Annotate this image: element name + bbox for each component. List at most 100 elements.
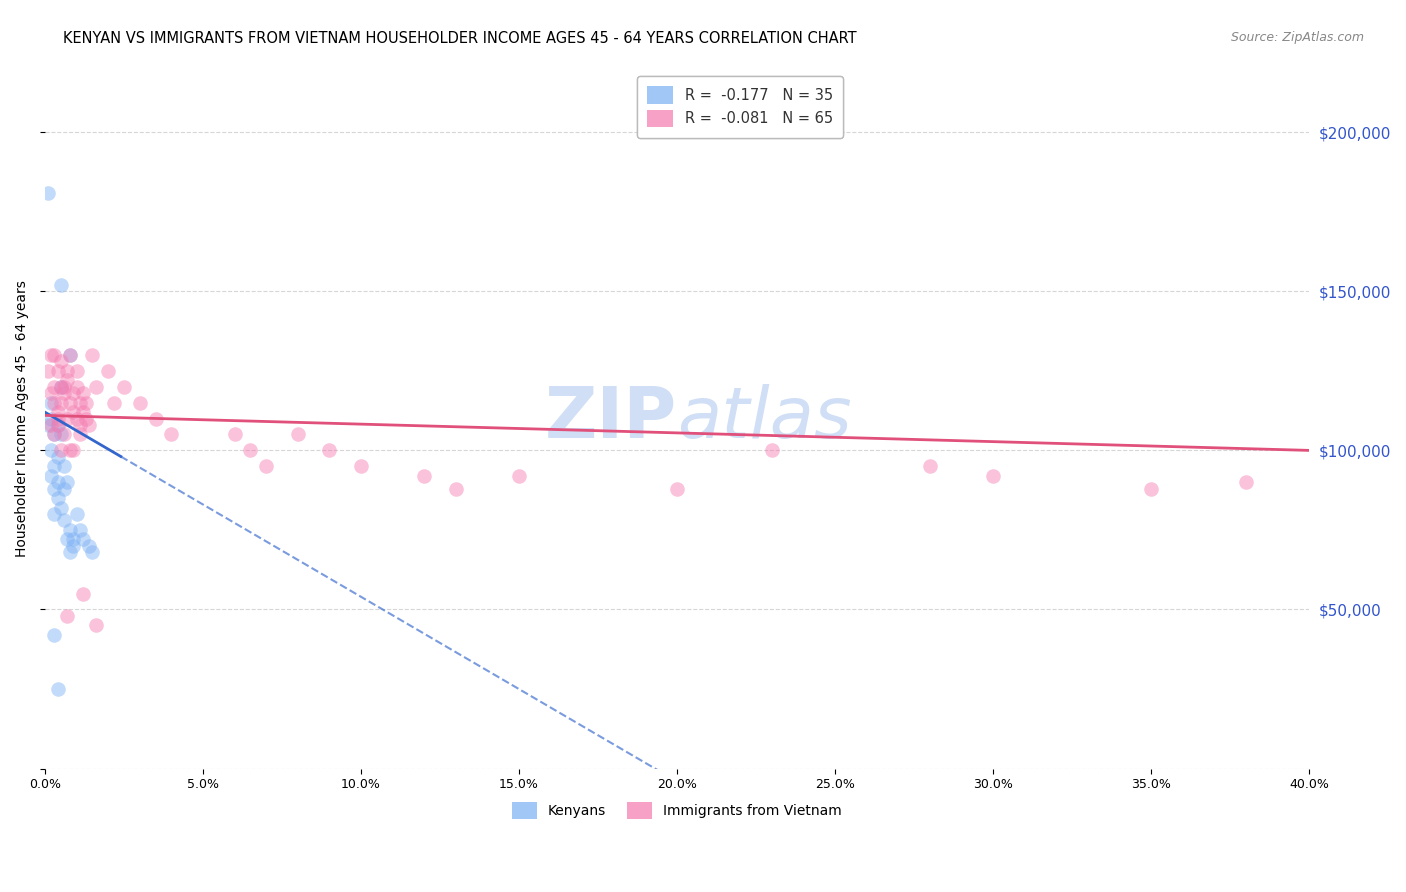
Point [77,539,100,553]
Point [75,411,97,425]
Point [981,468,1004,483]
Point [56,608,79,623]
Point [65,380,87,394]
Point [39,395,62,409]
Point [46,491,69,505]
Point [39,443,62,458]
Point [72,533,94,547]
Point [97,364,120,378]
Point [761,443,783,458]
Point [224,427,246,442]
Point [82,545,104,559]
Point [49,500,72,515]
Point [49,380,72,394]
Point [62,443,84,458]
Point [46,411,69,425]
Point [44,507,66,521]
Point [69,395,91,409]
Point [44,482,66,496]
Text: ZIP: ZIP [544,384,676,453]
Point [46,405,69,419]
Point [75,395,97,409]
Point [59,348,82,362]
Point [65,411,87,425]
Point [52,427,75,442]
Point [37,364,59,378]
Point [413,468,436,483]
Point [49,354,72,368]
Point [39,386,62,401]
Point [62,386,84,401]
Point [160,427,183,442]
Point [49,427,72,442]
Point [62,539,84,553]
Point [84,380,107,394]
Point [52,513,75,527]
Point [77,417,100,432]
Point [128,395,150,409]
Point [72,386,94,401]
Text: atlas: atlas [676,384,852,453]
Point [65,507,87,521]
Point [350,459,373,474]
Text: Source: ZipAtlas.com: Source: ZipAtlas.com [1230,31,1364,45]
Point [62,533,84,547]
Text: KENYAN VS IMMIGRANTS FROM VIETNAM HOUSEHOLDER INCOME AGES 45 - 64 YEARS CORRELAT: KENYAN VS IMMIGRANTS FROM VIETNAM HOUSEH… [63,31,856,46]
Point [52,380,75,394]
Point [56,411,79,425]
Point [508,468,530,483]
Point [39,348,62,362]
Point [69,417,91,432]
Point [254,459,277,474]
Point [39,411,62,425]
Point [46,417,69,432]
Point [46,681,69,696]
Point [52,459,75,474]
Point [56,475,79,490]
Point [44,427,66,442]
Point [49,277,72,292]
Point [46,450,69,464]
Point [39,468,62,483]
Point [56,364,79,378]
Point [49,380,72,394]
Point [44,459,66,474]
Point [59,443,82,458]
Point [918,459,941,474]
Point [49,443,72,458]
Point [1140,482,1163,496]
Point [44,348,66,362]
Point [44,427,66,442]
Point [44,380,66,394]
Legend: Kenyans, Immigrants from Vietnam: Kenyans, Immigrants from Vietnam [506,797,848,825]
Point [52,482,75,496]
Point [112,380,135,394]
Point [46,417,69,432]
Point [69,523,91,537]
Point [46,364,69,378]
Point [52,386,75,401]
Point [59,395,82,409]
Point [39,417,62,432]
Point [318,443,340,458]
Y-axis label: Householder Income Ages 45 - 64 years: Householder Income Ages 45 - 64 years [15,280,30,557]
Point [84,618,107,632]
Point [56,533,79,547]
Point [65,364,87,378]
Point [1234,475,1257,490]
Point [59,348,82,362]
Point [72,405,94,419]
Point [665,482,688,496]
Point [59,545,82,559]
Point [72,586,94,600]
Point [49,395,72,409]
Point [37,186,59,200]
Point [56,373,79,387]
Point [44,395,66,409]
Point [239,443,262,458]
Point [62,405,84,419]
Point [46,475,69,490]
Point [103,395,125,409]
Point [69,427,91,442]
Point [444,482,467,496]
